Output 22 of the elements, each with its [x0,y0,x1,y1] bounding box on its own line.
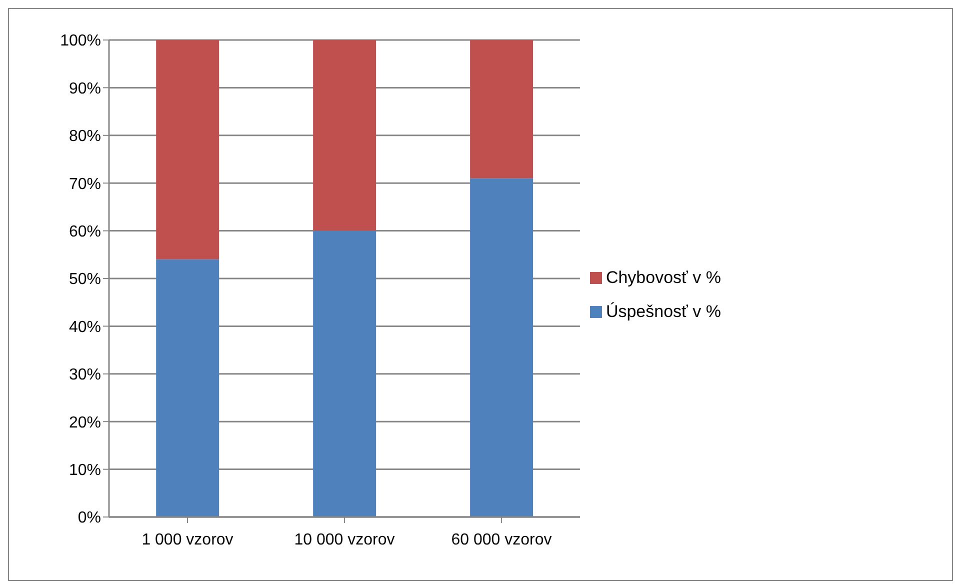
bar [156,259,220,517]
y-tick-label: 70% [68,176,101,193]
y-tick-label: 0% [78,510,101,527]
y-tick-label: 60% [68,223,101,240]
y-tick-label: 90% [68,80,101,98]
legend-label: Úspešnosť v % [606,302,721,322]
x-tick-label: 60 000 vzorov [451,531,552,548]
legend-label: Chybovosť v % [606,268,721,288]
x-tick-label: 10 000 vzorov [294,531,395,548]
bar [313,40,376,231]
x-tick-label: 1 000 vzorov [142,531,234,548]
y-tick-label: 20% [68,414,101,432]
y-tick-label: 100% [60,32,101,50]
y-tick-label: 80% [68,128,101,146]
bar [156,40,220,260]
bar [470,178,534,517]
y-tick-label: 30% [68,366,101,384]
y-tick-label: 10% [68,462,101,479]
y-tick-label: 50% [68,271,101,288]
bar [470,40,534,178]
y-tick-label: 40% [68,318,101,336]
bar [313,230,376,517]
